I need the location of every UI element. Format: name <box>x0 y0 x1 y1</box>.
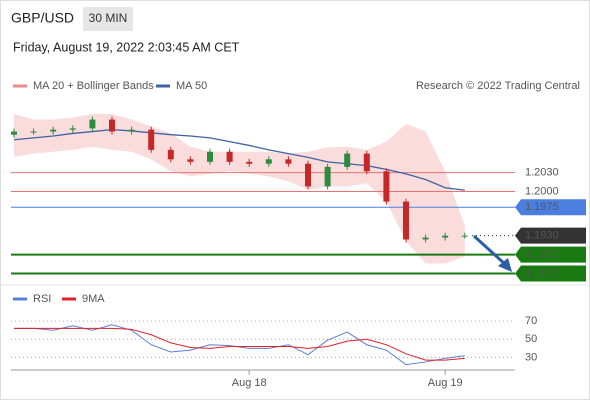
x-tick-label: Aug 19 <box>428 377 463 389</box>
price-panel: MA 20 + Bollinger Bands MA 50 Research © 2… <box>11 80 586 282</box>
legend-label[interactable]: MA 50 <box>176 80 207 92</box>
candle <box>324 166 331 187</box>
y-tick-label: 30 <box>525 351 537 363</box>
level-badge <box>515 199 586 216</box>
candle <box>89 119 96 129</box>
datetime: Friday, August 19, 2022 2:03:45 AM CET <box>13 40 240 54</box>
candle <box>305 163 311 187</box>
level-label: 1.1900 <box>525 249 559 261</box>
candle <box>285 159 292 164</box>
candle <box>246 161 253 164</box>
arrow-head <box>498 258 512 272</box>
bollinger-area <box>14 113 465 264</box>
candle <box>344 153 351 167</box>
candle <box>11 131 17 135</box>
candle <box>383 171 390 202</box>
x-tick-label: Aug 18 <box>232 377 267 389</box>
level-label: 1.1870 <box>525 267 559 279</box>
interval[interactable]: 30 MIN <box>89 11 128 25</box>
symbol: GBP/USD <box>11 10 74 26</box>
level-badge <box>515 246 586 263</box>
candle <box>442 235 449 238</box>
candle <box>403 201 409 240</box>
level-label: 1.1930 <box>525 230 559 242</box>
level-label: 1.2030 <box>525 166 559 178</box>
candle <box>207 151 213 162</box>
candle <box>109 119 115 132</box>
level-badge <box>515 227 586 244</box>
candle <box>422 237 429 240</box>
candle <box>265 159 272 164</box>
forecast-arrow <box>472 234 508 267</box>
level-label: 1.2000 <box>525 185 559 197</box>
candle <box>69 128 76 130</box>
candle <box>363 153 370 172</box>
candle <box>461 235 468 237</box>
candle <box>226 151 233 162</box>
candle <box>187 159 194 162</box>
interval-badge[interactable] <box>83 7 133 31</box>
legend-label[interactable]: MA 20 + Bollinger Bands <box>33 80 154 92</box>
rsi-line <box>14 327 465 361</box>
ma50-line <box>13 129 465 191</box>
level-badge <box>515 265 586 282</box>
y-tick-label: 70 <box>525 315 537 327</box>
candle <box>148 129 155 150</box>
candle <box>128 129 135 132</box>
source: Research © 2022 Trading Central <box>416 80 580 92</box>
y-tick-label: 50 <box>525 333 537 345</box>
legend-label[interactable]: 9MA <box>82 293 105 305</box>
candle <box>167 149 174 160</box>
rsi-panel: Aug 18 Aug 19 RSI 9MA 70 50 30 <box>11 293 537 389</box>
legend-label[interactable]: RSI <box>33 293 51 305</box>
candle <box>30 131 37 133</box>
candle <box>50 129 57 132</box>
level-label: 1.1975 <box>525 201 559 213</box>
